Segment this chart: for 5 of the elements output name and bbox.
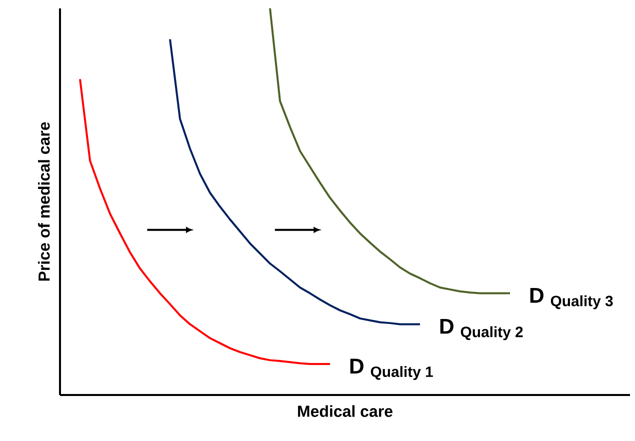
series-label: D $_{Quality 3}$ [530, 288, 613, 310]
series-label: D $_{Quality 2}$ [440, 318, 523, 340]
x-axis-title: Medical care [298, 405, 392, 417]
y-axis-title: Price of medical care [38, 122, 50, 281]
series-label: D $_{Quality 1}$ [350, 358, 433, 380]
